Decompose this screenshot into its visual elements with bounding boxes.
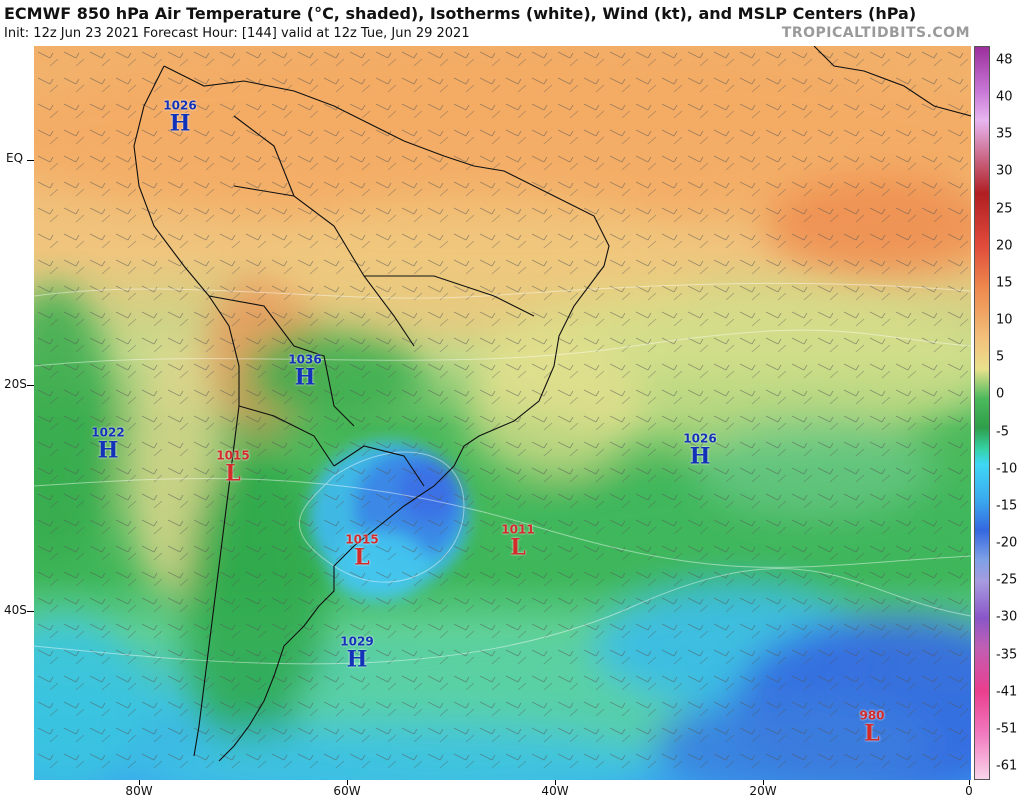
colorbar-label: -20	[996, 535, 1018, 551]
colorbar-label: -15	[996, 498, 1018, 514]
center-value: 1015	[216, 448, 250, 463]
center-value: 1026	[683, 431, 717, 446]
pressure-center-low: 1015 L	[345, 532, 379, 571]
center-value: 1015	[345, 532, 379, 547]
lon-label-60w: 60W	[333, 784, 361, 798]
colorbar-label: 35	[996, 126, 1013, 142]
center-letter: H	[346, 646, 368, 673]
center-value: 1029	[340, 634, 374, 649]
pressure-center-high: 1026 H	[683, 431, 717, 470]
lon-label-0: 0	[965, 784, 973, 798]
lon-label-20w: 20W	[749, 784, 777, 798]
colorbar-label: 5	[996, 349, 1005, 365]
colorbar-label: -5	[996, 424, 1009, 440]
colorbar-label: 30	[996, 163, 1013, 179]
center-letter: L	[510, 534, 526, 561]
lat-tick-20s	[27, 385, 34, 386]
colorbar-label: 48	[996, 52, 1013, 68]
colorbar-label: 20	[996, 238, 1013, 254]
center-value: 1036	[288, 352, 322, 367]
pressure-center-high: 1036 H	[288, 352, 322, 391]
colorbar-label: -41	[996, 684, 1018, 700]
colorbar-label: 10	[996, 312, 1013, 328]
map-canvas	[34, 46, 971, 780]
center-value: 1011	[501, 522, 535, 537]
temperature-colorbar	[974, 46, 990, 780]
lon-tick-80w	[139, 780, 140, 785]
lon-tick-60w	[347, 780, 348, 785]
colorbar-label: -35	[996, 647, 1018, 663]
lon-label-40w: 40W	[541, 784, 569, 798]
lon-tick-20w	[763, 780, 764, 785]
lat-tick-eq	[27, 160, 34, 161]
colorbar-label: -10	[996, 461, 1018, 477]
pressure-center-high: 1022 H	[91, 425, 125, 464]
lat-label-20s: 20S	[4, 377, 27, 391]
lat-label-40s: 40S	[4, 603, 27, 617]
pressure-center-high: 1026 H	[163, 98, 197, 137]
center-letter: H	[169, 110, 191, 137]
center-value: 980	[859, 708, 885, 723]
colorbar-label: -25	[996, 572, 1018, 588]
center-value: 1022	[91, 425, 125, 440]
lon-label-80w: 80W	[125, 784, 153, 798]
lon-tick-0	[969, 780, 970, 785]
colorbar-label: -30	[996, 609, 1018, 625]
colorbar-label: 15	[996, 275, 1013, 291]
init-valid-line: Init: 12z Jun 23 2021 Forecast Hour: [14…	[4, 26, 470, 41]
pressure-center-high: 1029 H	[340, 634, 374, 673]
lat-label-eq: EQ	[6, 151, 24, 165]
lon-tick-40w	[555, 780, 556, 785]
center-letter: H	[294, 364, 316, 391]
brand-watermark: TROPICALTIDBITS.COM	[781, 25, 970, 41]
pressure-center-low: 980 L	[859, 708, 885, 747]
center-letter: H	[97, 437, 119, 464]
center-letter: H	[689, 443, 711, 470]
colorbar-label: 40	[996, 89, 1013, 105]
center-value: 1026	[163, 98, 197, 113]
colorbar-label: -61	[996, 758, 1018, 774]
lat-tick-40s	[27, 611, 34, 612]
pressure-center-low: 1011 L	[501, 522, 535, 561]
center-letter: L	[225, 460, 241, 487]
pressure-center-low: 1015 L	[216, 448, 250, 487]
temperature-map	[34, 46, 971, 780]
center-letter: L	[354, 544, 370, 571]
colorbar-label: -51	[996, 721, 1018, 737]
colorbar-label: 0	[996, 386, 1005, 402]
chart-title: ECMWF 850 hPa Air Temperature (°C, shade…	[4, 4, 917, 23]
center-letter: L	[864, 720, 880, 747]
colorbar-label: 25	[996, 201, 1013, 217]
